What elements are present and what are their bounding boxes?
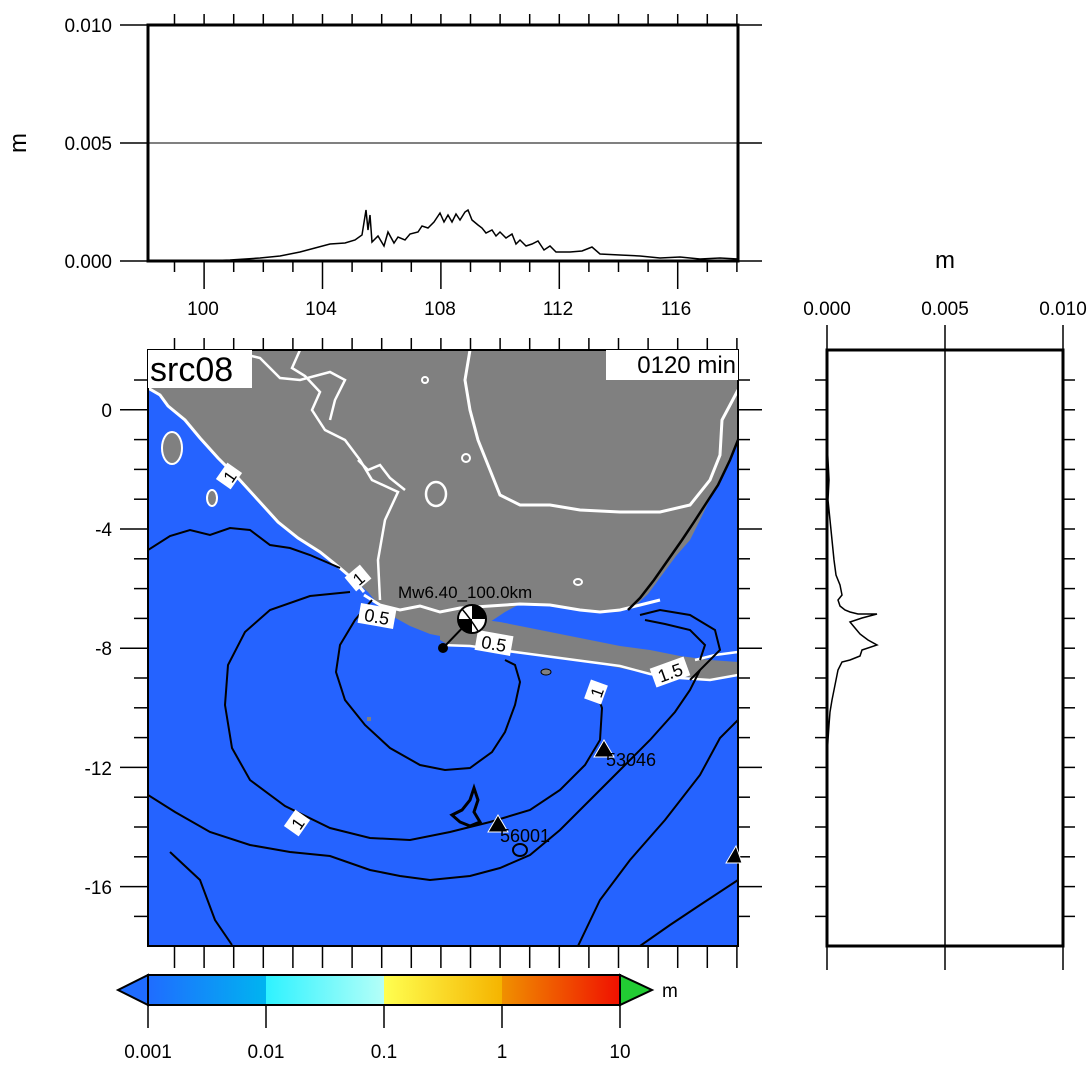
- contour-label: 1: [283, 809, 311, 837]
- time-label: 0120 min: [637, 352, 736, 379]
- contour-line: [148, 526, 341, 569]
- right-amplitude-panel: m 0.000 0.005 0.010: [803, 247, 1087, 970]
- border-line: [357, 459, 406, 491]
- station-triangle-icon: [725, 844, 743, 864]
- right-tick-marks: [815, 325, 1075, 970]
- top-amplitude-trace: [148, 208, 739, 262]
- colorbar-tick-label: 1: [497, 1042, 508, 1063]
- coastline-java: [363, 593, 661, 614]
- contour-line: [639, 879, 738, 946]
- colorbar-tick-label: 10: [609, 1042, 630, 1063]
- right-xtick-label: 0.010: [1039, 299, 1087, 320]
- top-ylabel: m: [5, 133, 32, 153]
- map-tick-marks: [120, 338, 762, 968]
- contour-line: [334, 599, 522, 772]
- coastline-east: [627, 439, 738, 611]
- land-mass: [148, 350, 738, 638]
- lake-outline: [461, 453, 471, 463]
- lake-outline: [573, 578, 583, 586]
- focal-mechanism-beachball-icon: [457, 604, 487, 634]
- colorbar-tick-label: 0.1: [371, 1042, 397, 1063]
- station-label: 53046: [606, 750, 656, 770]
- colorbar-segment: [148, 975, 266, 1005]
- epicenter-marker: [438, 643, 448, 653]
- source-label: src08: [150, 351, 233, 389]
- top-xtick-label: 116: [661, 299, 691, 320]
- svg-text:0.5: 0.5: [480, 632, 508, 656]
- map-panel: 0 -4 -8 -12 -16 src08 0120 min 1 1 0.5 0…: [85, 338, 762, 968]
- top-ytick-label: 0.010: [64, 16, 112, 37]
- top-ytick-label: 0.000: [64, 252, 112, 273]
- coastline-island: [644, 619, 707, 661]
- map-ytick-label: -16: [85, 878, 112, 899]
- contour-line: [223, 591, 604, 842]
- coastline-island: [639, 608, 722, 681]
- top-amplitude-panel: 0.010 0.005 0.000 m 100 104 108 112 116: [5, 14, 762, 320]
- station-56001: 56001: [487, 814, 550, 846]
- station-triangle-icon: [593, 739, 615, 758]
- coastline-borneo: [463, 350, 738, 514]
- colorbar-tick-label: 0.01: [248, 1042, 285, 1063]
- station-label: 56001: [500, 826, 550, 846]
- map-ytick-label: -12: [85, 759, 112, 780]
- right-xtick-label: 0.000: [803, 299, 851, 320]
- lake-outline: [421, 376, 429, 384]
- colorbar-tick-label: 0.001: [124, 1042, 172, 1063]
- source-label-box: [148, 350, 252, 388]
- grid-dot: [367, 717, 371, 721]
- contour-label: 0.5: [474, 630, 514, 656]
- colorbar-below-triangle: [115, 973, 149, 1007]
- top-xtick-label: 104: [305, 299, 337, 320]
- right-amplitude-trace: [826, 350, 879, 946]
- right-xlabel: m: [935, 247, 955, 274]
- contour-label: 0.5: [357, 603, 397, 629]
- island: [161, 431, 183, 465]
- lake-outline: [424, 480, 448, 508]
- top-xtick-label: 100: [187, 299, 219, 320]
- border-line: [290, 350, 400, 601]
- colorbar: 0.001 0.01 0.1 1 10 m: [115, 973, 678, 1063]
- top-xtick-label: 108: [424, 299, 456, 320]
- map-ytick-label: 0: [101, 401, 112, 422]
- top-ytick-label: 0.005: [64, 134, 112, 155]
- top-xtick-label: 112: [543, 299, 573, 320]
- island: [512, 843, 528, 857]
- contour-label: 1: [215, 462, 243, 490]
- contour-line: [148, 669, 701, 882]
- contour-line: [169, 851, 233, 946]
- colorbar-segment: [384, 975, 502, 1005]
- event-label: Mw6.40_100.0km: [398, 583, 532, 602]
- coastline-sumatra: [148, 386, 366, 593]
- border-line: [225, 350, 347, 421]
- top-xtick-marks: [173, 14, 738, 289]
- time-label-box: [606, 350, 738, 380]
- colorbar-segment: [266, 975, 384, 1005]
- station-53046: 53046: [593, 739, 656, 770]
- contour-label: 1: [584, 679, 608, 705]
- island: [540, 668, 552, 676]
- contour-label: 1: [344, 564, 372, 592]
- right-xtick-label: 0.005: [921, 299, 969, 320]
- contour-line: [577, 719, 738, 946]
- map-ytick-label: -8: [95, 639, 112, 660]
- colorbar-unit-label: m: [662, 981, 678, 1002]
- colorbar-segment: [502, 975, 620, 1005]
- island: [206, 489, 218, 507]
- island: [449, 783, 483, 828]
- map-ytick-label: -4: [95, 520, 112, 541]
- station-triangle-icon: [487, 814, 509, 833]
- svg-text:0.5: 0.5: [363, 605, 391, 629]
- colorbar-above-triangle: [619, 973, 655, 1007]
